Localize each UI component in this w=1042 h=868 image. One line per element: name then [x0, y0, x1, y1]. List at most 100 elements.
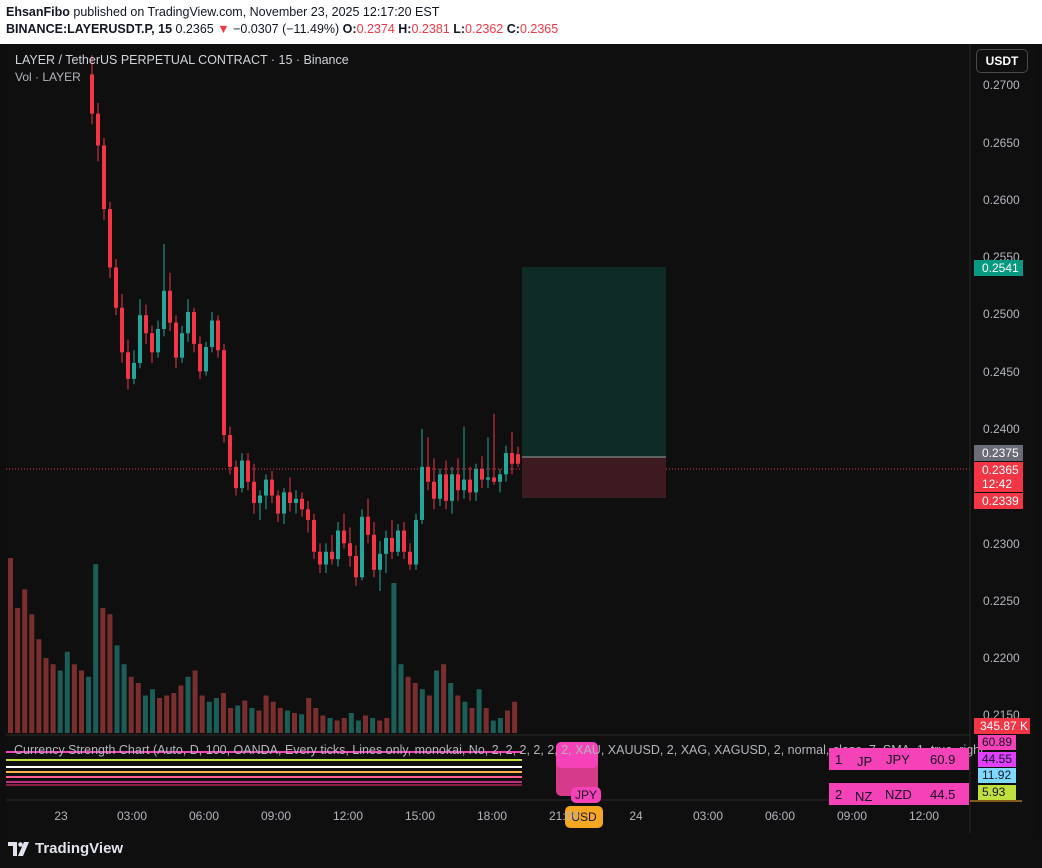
candle-body: [426, 466, 430, 482]
candle: [342, 513, 346, 549]
candle-body: [474, 469, 478, 493]
volume-bar: [476, 689, 482, 733]
candle-body: [390, 537, 394, 552]
candle-body: [486, 477, 490, 480]
time-tick: 21:00: [548, 809, 580, 823]
price-tick: 0.2500: [983, 307, 1020, 321]
candle-body: [102, 145, 106, 210]
volume-bar: [398, 664, 404, 733]
volume-bar: [114, 645, 120, 733]
candle-body: [396, 530, 400, 552]
candle: [198, 336, 202, 379]
candle: [228, 426, 232, 475]
candle: [510, 431, 514, 475]
volume-bar: [249, 708, 255, 733]
candle-body: [456, 474, 460, 491]
author-name[interactable]: EhsanFibo: [6, 5, 70, 19]
chart-title[interactable]: LAYER / TetherUS PERPETUAL CONTRACT · 15…: [15, 53, 349, 67]
candlestick-chart[interactable]: [6, 44, 1036, 833]
volume-bar: [79, 670, 84, 733]
candle-body: [120, 307, 124, 353]
candle: [222, 343, 226, 443]
low-value: 0.2362: [465, 22, 504, 36]
volume-bar: [36, 639, 42, 733]
candle-body: [234, 466, 238, 489]
price-tick: 0.2300: [983, 537, 1020, 551]
publish-header: EhsanFibo published on TradingView.com, …: [0, 0, 1042, 44]
publish-line: EhsanFibo published on TradingView.com, …: [6, 5, 439, 19]
candle-body: [348, 543, 352, 556]
candle: [162, 244, 166, 337]
volume-bar: [469, 708, 475, 733]
open-label: O:: [342, 22, 357, 36]
candle-body: [222, 350, 226, 436]
volume-bar: [462, 701, 468, 733]
footer-bar: [0, 833, 1042, 868]
down-arrow-icon: ▼: [217, 22, 230, 36]
volume-bar: [178, 685, 184, 733]
last-price-label: 0.2365: [974, 462, 1023, 478]
candle-body: [276, 495, 280, 514]
currency-selector-button[interactable]: USDT: [976, 49, 1028, 73]
tradingview-logo-icon: [8, 841, 29, 856]
jpy-badge: JPY: [571, 787, 601, 803]
volume-legend[interactable]: Vol · LAYER: [15, 70, 81, 84]
candle: [144, 304, 148, 344]
candle-body: [498, 474, 502, 482]
volume-bar: [426, 695, 432, 733]
candle: [192, 307, 196, 353]
time-tick: 06:00: [764, 809, 796, 823]
indicator-legend[interactable]: Currency Strength Chart (Auto, D, 100, O…: [14, 743, 984, 757]
volume-bar: [50, 664, 56, 733]
candle-body: [90, 74, 94, 114]
candle: [240, 453, 244, 493]
countdown-label: 12:42: [974, 476, 1023, 492]
candle: [492, 413, 496, 485]
symbol-name: BINANCE:LAYERUSDT.P, 15: [6, 22, 173, 36]
candle-body: [162, 290, 166, 329]
volume-bar: [355, 720, 361, 733]
target-zone[interactable]: [522, 267, 666, 457]
time-tick: 24: [629, 809, 643, 823]
candles: [90, 55, 520, 592]
price-tick: 0.2650: [983, 136, 1020, 150]
candle-body: [360, 516, 364, 578]
close-label: C:: [506, 22, 520, 36]
candle-body: [216, 320, 220, 351]
high-value: 0.2381: [411, 22, 450, 36]
candle: [156, 320, 160, 358]
volume-bar: [135, 683, 141, 733]
price-tick: 0.2600: [983, 193, 1020, 207]
volume-bar: [327, 718, 333, 733]
candle: [312, 513, 316, 560]
candle-body: [324, 551, 328, 565]
candle-body: [300, 498, 304, 510]
candle-body: [492, 477, 496, 482]
candle: [132, 350, 136, 385]
volume-bar: [490, 720, 496, 733]
stop-zone[interactable]: [522, 457, 666, 498]
time-tick: 23: [54, 809, 68, 823]
candle: [318, 543, 322, 573]
strength-side-label: 60.89: [978, 735, 1016, 750]
strength-table-row: 2 NZ NZD 44.5: [829, 783, 969, 805]
candle-body: [138, 315, 142, 363]
candle: [456, 458, 460, 501]
candle-body: [156, 328, 160, 353]
rank: 1: [835, 752, 843, 767]
candle-body: [504, 453, 508, 475]
candle-body: [450, 474, 454, 501]
volume-bar: [93, 564, 99, 733]
time-tick: 12:00: [332, 809, 364, 823]
candle: [180, 325, 184, 363]
chart-pane[interactable]: JPY USD: [6, 44, 1036, 833]
candle-body: [312, 519, 316, 552]
volume-bar: [284, 710, 290, 733]
tradingview-logo[interactable]: TradingView: [8, 840, 123, 857]
candle-body: [198, 343, 202, 372]
strength-side-label: 5.93: [978, 785, 1016, 800]
symbol-line: BINANCE:LAYERUSDT.P, 15 0.2365 ▼ −0.0307…: [6, 22, 558, 36]
candle: [384, 530, 388, 573]
candle-body: [168, 290, 172, 323]
candle: [246, 453, 250, 491]
